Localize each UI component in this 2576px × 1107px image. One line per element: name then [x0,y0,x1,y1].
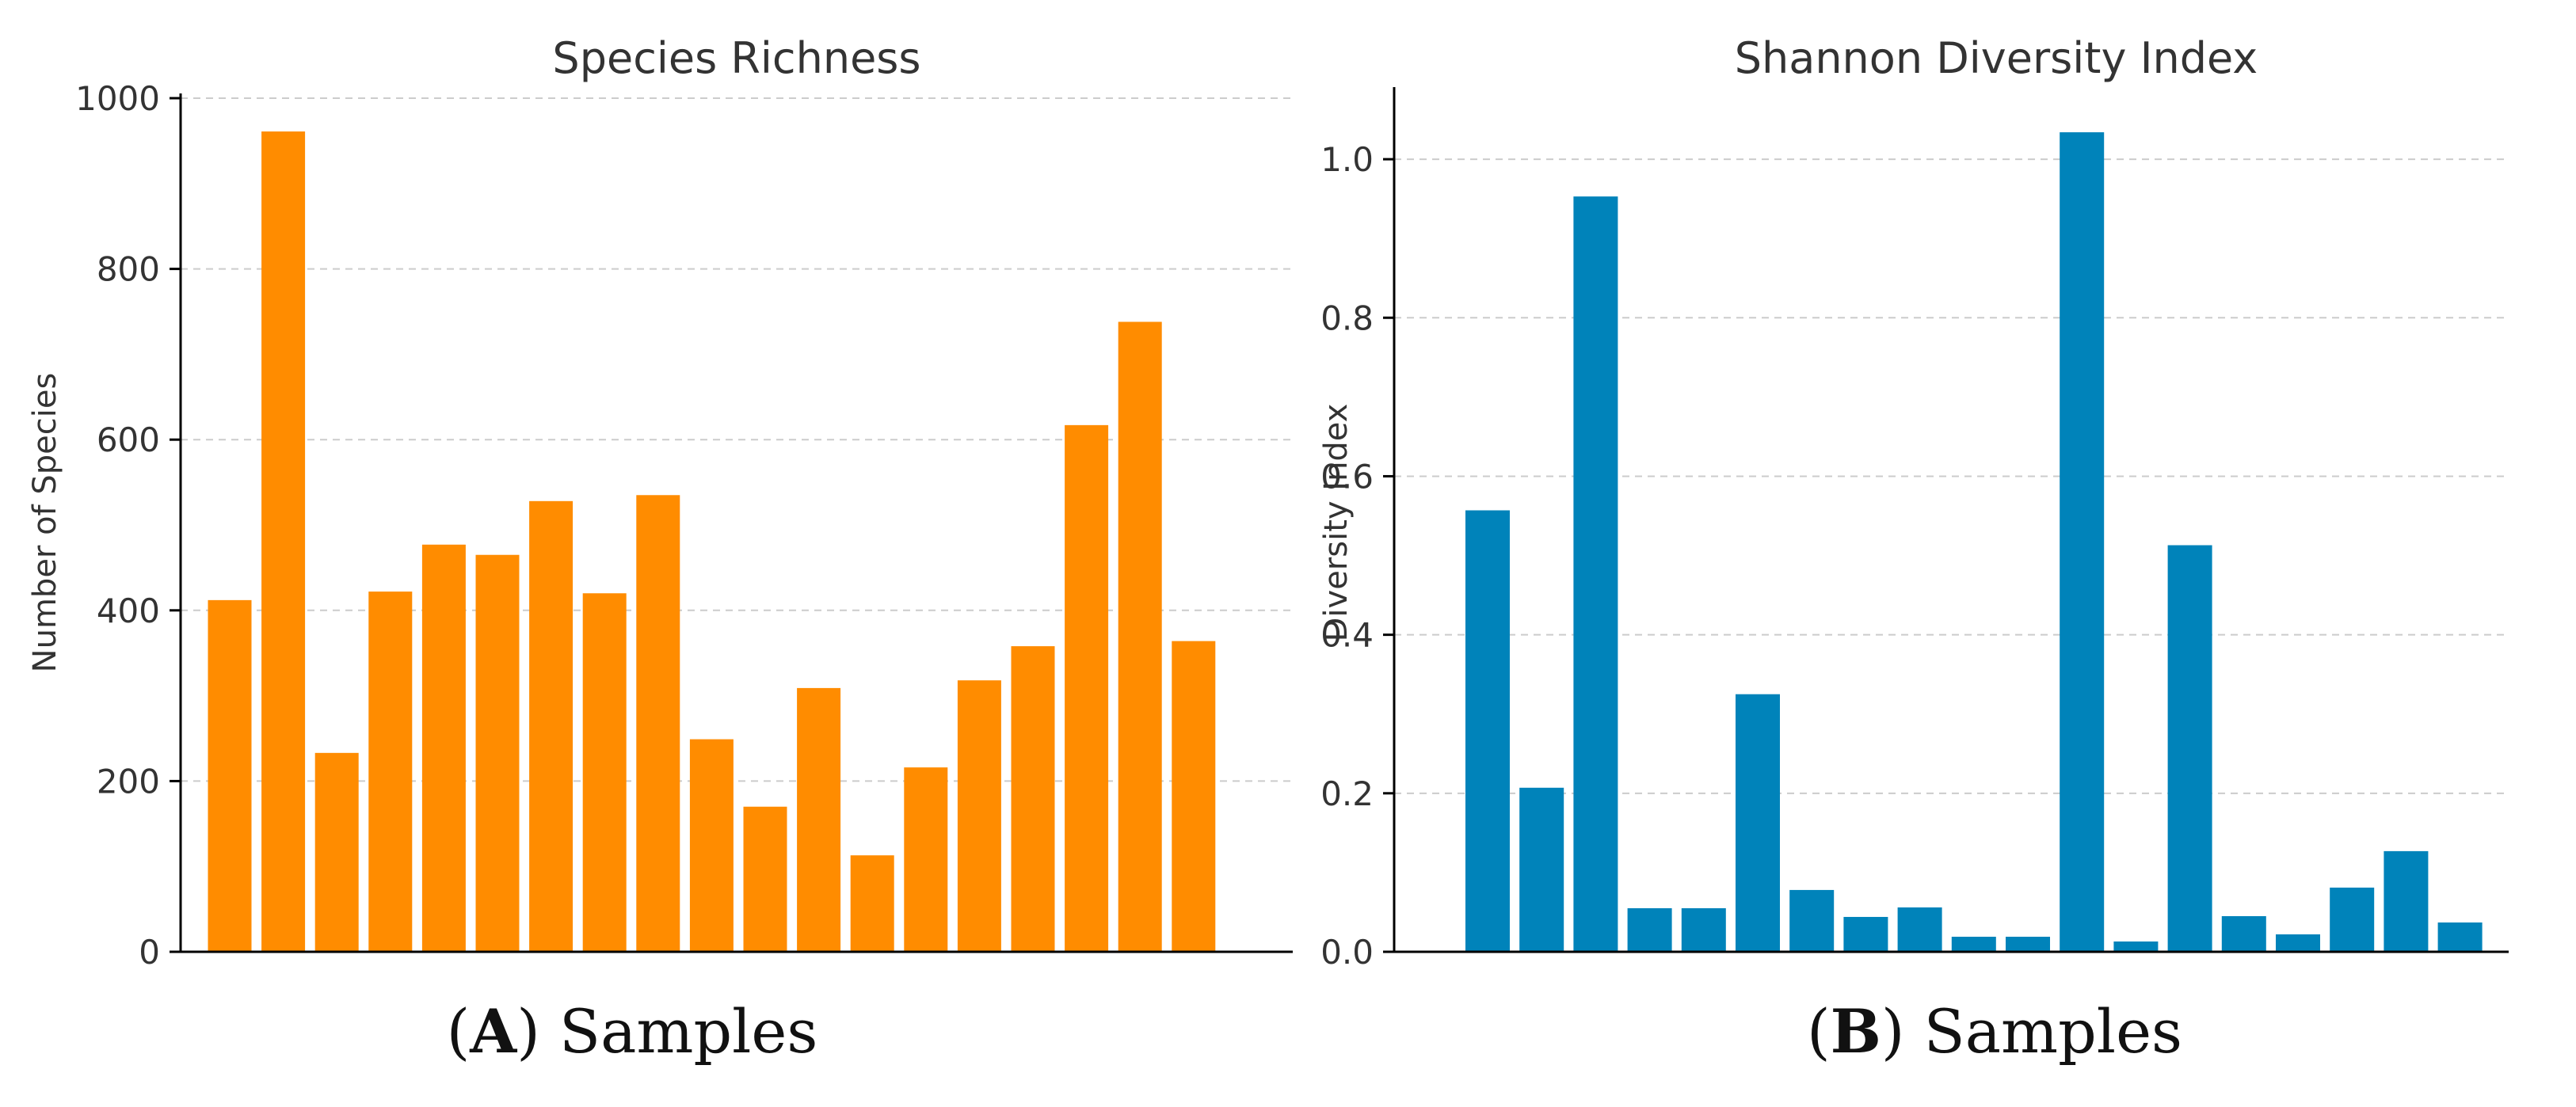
shannon-bar [2276,934,2320,952]
shannon-bar [2437,922,2483,952]
richness-bar [689,739,734,952]
richness-bar [797,687,841,952]
richness-bars [208,131,1216,953]
shannon-ytick-label: 0.2 [1320,774,1374,813]
richness-bar [1118,321,1162,952]
richness-ytick-label: 200 [97,762,160,801]
shannon-bar [2167,545,2212,952]
richness-bar [314,752,359,952]
shannon-ylabel: Diversity Index [1318,404,1355,642]
caption-a-open: ( [446,996,471,1067]
shannon-bar [2006,936,2050,952]
richness-chart: 0 200 400 600 800 1000 Species Richness Numbe… [27,33,1293,972]
shannon-bar [1843,916,1888,952]
shannon-bar [1897,907,1942,952]
shannon-bar [1627,907,1672,952]
richness-bar [1011,646,1055,952]
richness-ytick-label: 400 [97,592,160,630]
richness-bar [421,544,466,952]
richness-bar [208,599,252,952]
shannon-ytick-label: 0.0 [1320,933,1374,972]
shannon-ytick-label: 1.0 [1320,140,1374,179]
shannon-bar [1736,694,1780,952]
caption-b-letter: B [1830,996,1881,1067]
caption-b-close: ) [1881,996,1905,1067]
richness-ytick-label: 0 [139,933,160,972]
richness-bar [743,806,787,952]
richness-title: Species Richness [552,33,920,83]
richness-bar [582,593,627,952]
caption-a-letter: A [470,996,517,1067]
shannon-ytick-label: 0.4 [1320,616,1374,655]
shannon-bar [1519,787,1564,952]
caption-a-close: ) [516,996,540,1067]
richness-bar [850,855,894,952]
shannon-title: Shannon Diversity Index [1735,33,2258,83]
richness-bar [904,767,948,952]
caption-a: (A) Samples [447,996,818,1067]
richness-bar [1065,424,1109,952]
richness-bar [261,131,306,953]
shannon-bars [1465,132,2483,953]
shannon-bar [2221,915,2266,952]
shannon-bar [2330,887,2375,952]
shannon-panel: 0.0 0.2 0.4 0.6 0.8 1.0 Shannon Diversity Ind… [1299,0,2576,990]
richness-bar [475,554,520,952]
caption-b: (B) Samples [1807,996,2182,1067]
shannon-bar [1789,889,1835,952]
shannon-axes: 0.0 0.2 0.4 0.6 0.8 1.0 [1320,87,2509,972]
shannon-ytick-label: 0.8 [1320,299,1374,337]
shannon-bar [2384,850,2429,952]
shannon-bar [2060,132,2105,952]
shannon-bar [2113,941,2159,952]
richness-bar [529,500,574,952]
richness-ytick-label: 1000 [75,79,160,118]
caption-b-text: Samples [1904,996,2183,1067]
shannon-bar [1465,510,1510,952]
richness-bar [636,495,680,952]
shannon-bar [1681,907,1726,952]
shannon-chart: 0.0 0.2 0.4 0.6 0.8 1.0 Shannon Diversity Ind… [1318,33,2509,972]
caption-b-open: ( [1806,996,1831,1067]
shannon-bar [1573,196,1618,953]
richness-ytick-label: 800 [97,250,160,289]
shannon-grid [1394,158,2509,794]
richness-panel: 0 200 400 600 800 1000 Species Richness Numbe… [0,0,1299,990]
shannon-ytick-label: 0.6 [1320,457,1374,496]
shannon-bar [1951,936,1996,952]
richness-bar [957,680,1001,952]
richness-bar [368,592,413,952]
richness-bar [1172,641,1216,952]
richness-ylabel: Number of Species [27,373,63,673]
richness-axes: 0 200 400 600 800 1000 [75,79,1293,972]
caption-a-text: Samples [539,996,818,1067]
richness-ytick-label: 600 [97,420,160,459]
